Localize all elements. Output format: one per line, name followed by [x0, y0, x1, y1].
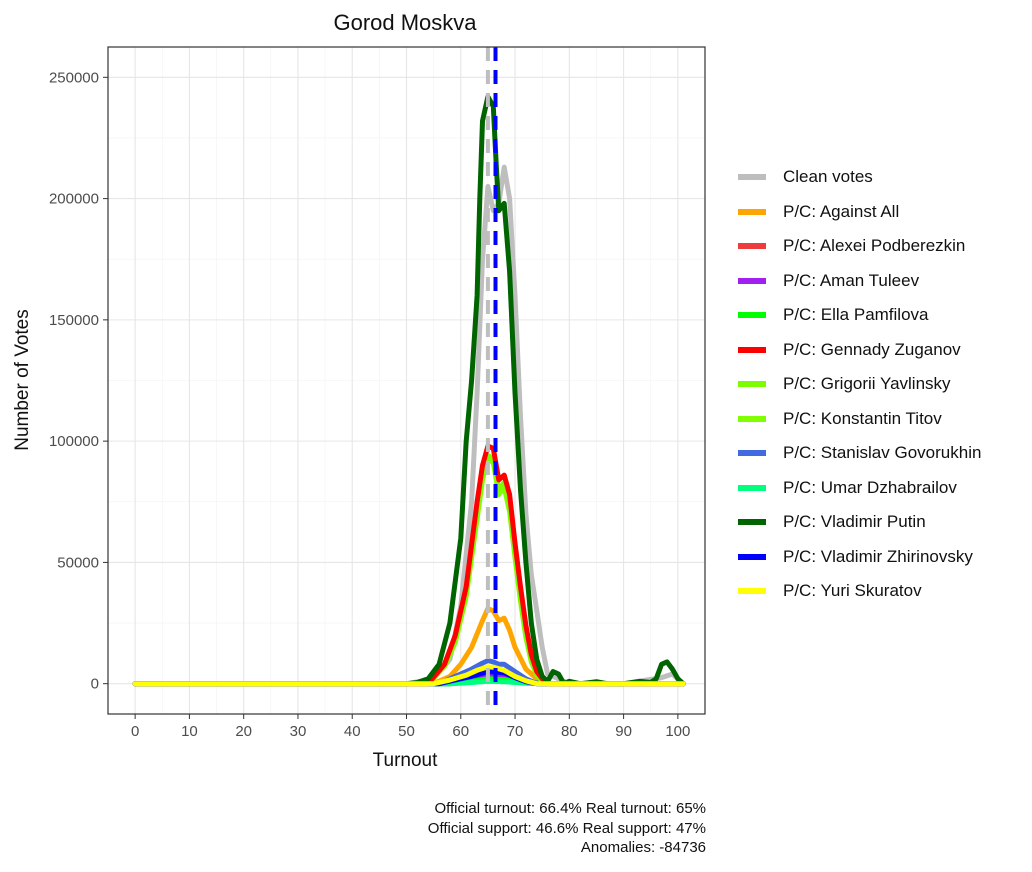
legend-swatch — [738, 312, 766, 319]
y-tick-label: 150000 — [49, 312, 99, 329]
legend-item: P/C: Aman Tuleev — [738, 264, 981, 299]
legend-label: P/C: Umar Dzhabrailov — [783, 477, 957, 497]
legend-label: P/C: Alexei Podberezkin — [783, 236, 966, 256]
series-line-1 — [132, 606, 686, 687]
x-tick-label: 50 — [398, 723, 415, 740]
legend-item: P/C: Yuri Skuratov — [738, 574, 981, 609]
legend-item: P/C: Konstantin Titov — [738, 402, 981, 437]
chart-title: Gorod Moskva — [333, 10, 477, 35]
series-line-0 — [132, 164, 686, 687]
reference-lines — [485, 47, 498, 714]
legend-label: Clean votes — [783, 167, 873, 187]
legend-label: P/C: Yuri Skuratov — [783, 581, 922, 601]
legend-swatch — [738, 450, 766, 457]
legend-item: P/C: Gennady Zuganov — [738, 333, 981, 368]
y-tick-label: 50000 — [57, 554, 99, 571]
y-axis-ticks: 0 50000 100000 150000 200000 250000 — [49, 69, 108, 693]
x-tick-label: 20 — [235, 723, 252, 740]
legend-item: P/C: Ella Pamfilova — [738, 298, 981, 333]
x-tick-label: 40 — [344, 723, 361, 740]
y-tick-label: 200000 — [49, 191, 99, 208]
grid — [108, 47, 705, 714]
legend-label: P/C: Vladimir Zhirinovsky — [783, 546, 973, 566]
legend-item: P/C: Umar Dzhabrailov — [738, 471, 981, 506]
x-tick-label: 100 — [665, 723, 690, 740]
legend-swatch — [738, 346, 766, 353]
legend-item: P/C: Stanislav Govorukhin — [738, 436, 981, 471]
legend-label: P/C: Ella Pamfilova — [783, 305, 929, 325]
legend-item: Clean votes — [738, 160, 981, 195]
legend-swatch — [738, 243, 766, 250]
legend-swatch — [738, 415, 766, 422]
legend-label: P/C: Konstantin Titov — [783, 408, 942, 428]
legend-swatch — [738, 277, 766, 284]
legend: Clean votes P/C: Against All P/C: Alexei P… — [738, 160, 981, 609]
series-line-12 — [132, 664, 686, 687]
x-tick-label: 60 — [452, 723, 469, 740]
caption-turnout: Official turnout: 66.4% Real turnout: 65… — [434, 800, 706, 817]
legend-swatch — [738, 519, 766, 526]
x-tick-label: 90 — [615, 723, 632, 740]
caption-support: Official support: 46.6% Real support: 47… — [427, 820, 706, 837]
legend-item: P/C: Vladimir Putin — [738, 505, 981, 540]
series-line-7 — [132, 455, 686, 687]
series-line-10 — [132, 94, 686, 687]
plot-panel-border — [107, 46, 706, 715]
x-axis-ticks: 0 10 20 30 40 50 60 70 80 90 100 — [131, 714, 690, 740]
x-tick-label: 10 — [181, 723, 198, 740]
legend-swatch — [738, 588, 766, 595]
x-tick-label: 0 — [131, 723, 139, 740]
x-tick-label: 30 — [290, 723, 307, 740]
legend-label: P/C: Gennady Zuganov — [783, 339, 961, 359]
legend-swatch — [738, 484, 766, 491]
legend-item: P/C: Grigorii Yavlinsky — [738, 367, 981, 402]
legend-label: P/C: Aman Tuleev — [783, 270, 920, 290]
y-axis-label: Number of Votes — [12, 309, 33, 451]
legend-swatch — [738, 174, 766, 181]
x-tick-label: 80 — [561, 723, 578, 740]
y-tick-label: 100000 — [49, 433, 99, 450]
x-tick-label: 70 — [507, 723, 524, 740]
y-tick-label: 0 — [91, 676, 99, 693]
series-lines — [132, 94, 686, 687]
series-line-6 — [132, 453, 686, 687]
legend-swatch — [738, 553, 766, 560]
legend-label: P/C: Vladimir Putin — [783, 512, 926, 532]
legend-label: P/C: Grigorii Yavlinsky — [783, 374, 951, 394]
y-tick-label: 250000 — [49, 69, 99, 86]
x-axis-label: Turnout — [373, 750, 438, 771]
legend-swatch — [738, 381, 766, 388]
series-line-5 — [132, 443, 686, 687]
legend-label: P/C: Against All — [783, 201, 900, 221]
legend-item: P/C: Vladimir Zhirinovsky — [738, 540, 981, 575]
legend-label: P/C: Stanislav Govorukhin — [783, 443, 982, 463]
legend-item: P/C: Against All — [738, 195, 981, 230]
caption-anomalies: Anomalies: -84736 — [580, 839, 706, 856]
legend-item: P/C: Alexei Podberezkin — [738, 229, 981, 264]
legend-swatch — [738, 208, 766, 215]
